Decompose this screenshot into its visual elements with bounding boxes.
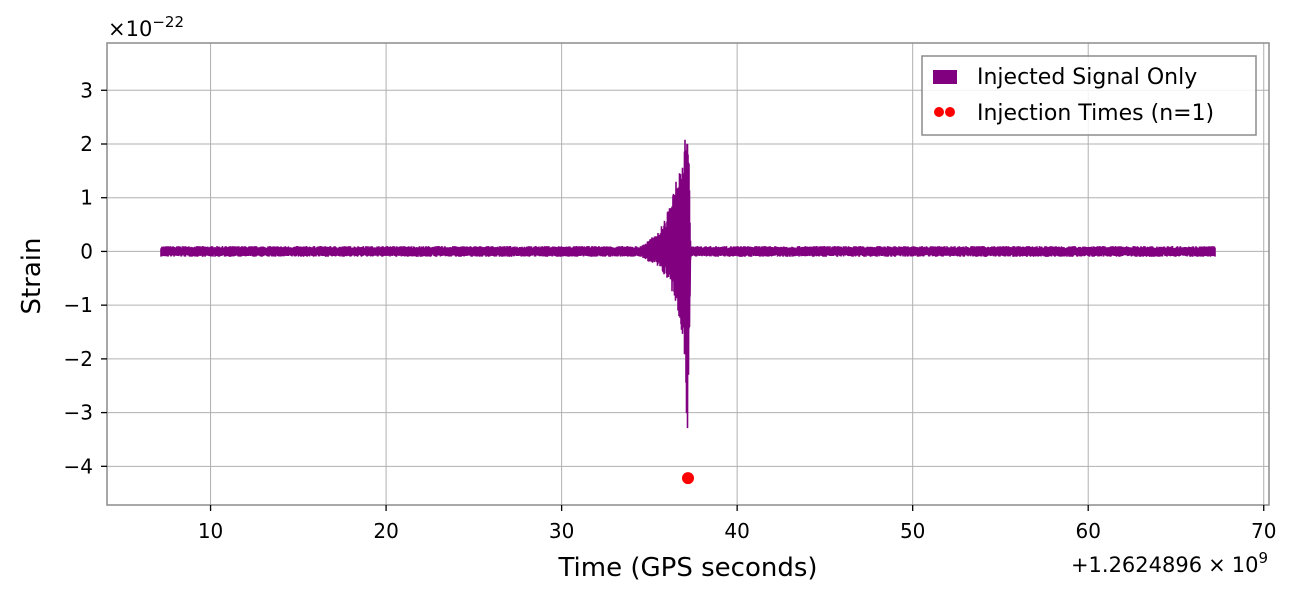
- y-tick-label: 3: [80, 78, 93, 102]
- y-tick-label: −4: [64, 454, 93, 478]
- y-axis-label: Strain: [17, 237, 47, 314]
- legend-marker-injection-times-right: [945, 107, 955, 117]
- legend-marker-injection-times-left: [934, 107, 944, 117]
- ticks: 10 20 30 40 50 60 70 −4 −3 −2 −1 0 1 2 3: [64, 78, 1277, 543]
- y-tick-label: 2: [80, 132, 93, 156]
- x-tick-label: 20: [373, 519, 398, 543]
- x-axis-label: Time (GPS seconds): [557, 553, 817, 583]
- x-offset-base: +1.2624896: [1071, 553, 1202, 577]
- x-offset-times: ×: [1208, 553, 1226, 577]
- x-tick-label: 60: [1075, 519, 1100, 543]
- x-tick-label: 10: [198, 519, 223, 543]
- x-offset-exp: 9: [1258, 549, 1268, 567]
- y-tick-label: −1: [64, 293, 93, 317]
- x-tick-label: 70: [1251, 519, 1276, 543]
- y-tick-label: 0: [80, 239, 93, 263]
- legend: Injected Signal Only Injection Times (n=…: [921, 55, 1257, 136]
- x-tick-label: 40: [724, 519, 749, 543]
- legend-label-injected-signal: Injected Signal Only: [977, 65, 1197, 90]
- injection-time-point: [682, 472, 694, 485]
- series-line-injected-signal: [160, 139, 1216, 429]
- x-offset-power-base: 10: [1232, 553, 1259, 577]
- legend-box: [921, 55, 1257, 136]
- y-tick-label: −3: [64, 401, 93, 425]
- y-scale-factor: ×10−22: [108, 13, 184, 41]
- x-tick-label: 50: [900, 519, 925, 543]
- legend-swatch-injected-signal: [933, 70, 957, 84]
- legend-label-injection-times: Injection Times (n=1): [977, 101, 1214, 126]
- x-tick-label: 30: [549, 519, 574, 543]
- x-offset-text: +1.2624896 × 109: [1071, 549, 1268, 577]
- y-scale-base: 10: [126, 17, 153, 41]
- series-layer: [160, 139, 1216, 485]
- plot-frame: [106, 42, 1270, 506]
- y-tick-label: 1: [80, 186, 93, 210]
- y-scale-times: ×: [108, 17, 126, 41]
- y-tick-label: −2: [64, 347, 93, 371]
- y-scale-exp: −22: [152, 13, 184, 31]
